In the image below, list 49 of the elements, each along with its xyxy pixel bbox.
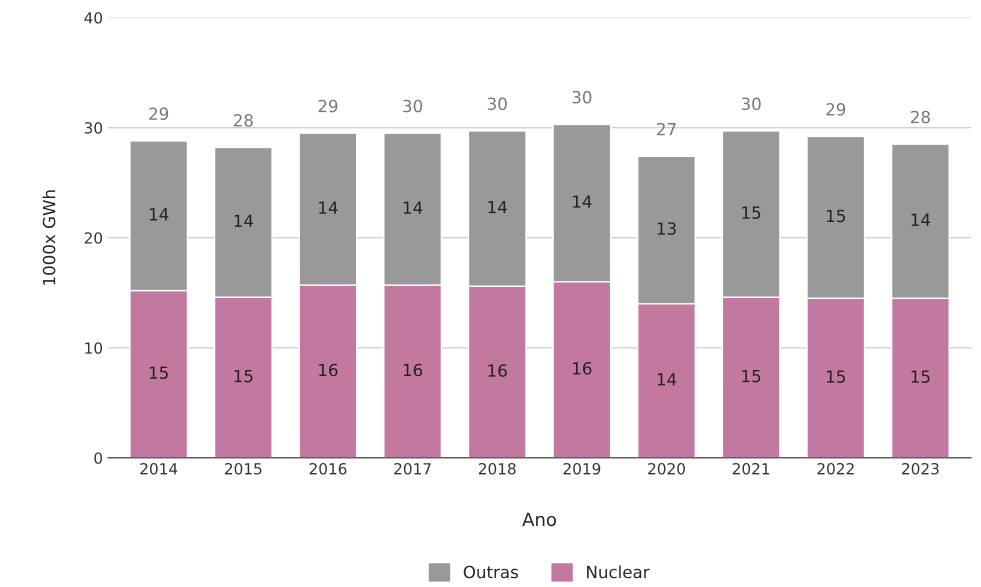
data-label: 16 [573, 362, 592, 375]
y-tick-label: 10 [85, 342, 102, 354]
total-label: 29 [149, 107, 168, 120]
data-label: 16 [319, 364, 338, 376]
data-label: 13 [658, 222, 676, 235]
data-label: 15 [742, 206, 760, 219]
x-tick-label: 2017 [394, 462, 431, 475]
total-label: 30 [742, 98, 761, 110]
x-tick-label: 2019 [564, 462, 600, 475]
data-label: 15 [827, 210, 845, 222]
total-label: 30 [488, 98, 507, 110]
total-label: 29 [826, 103, 846, 116]
data-label: 14 [573, 196, 592, 208]
x-tick-label: 2016 [310, 462, 346, 475]
data-label: 15 [742, 370, 760, 382]
x-tick-label: 2020 [648, 462, 685, 475]
total-label: 30 [403, 100, 422, 112]
total-label: 28 [911, 110, 930, 124]
x-axis-title: Ano [522, 512, 556, 526]
data-label: 15 [234, 370, 252, 382]
legend-label: Nuclear [587, 565, 650, 578]
x-tick-label: 2015 [225, 462, 262, 475]
data-label: 14 [234, 214, 253, 227]
total-label: 29 [318, 100, 338, 112]
total-label: 28 [234, 114, 253, 127]
total-label: 27 [657, 122, 676, 136]
total-label: 30 [572, 90, 592, 104]
legend-label: Outras [464, 566, 518, 578]
data-label: 14 [150, 208, 168, 220]
y-tick-label: 0 [94, 452, 102, 464]
data-label: 16 [488, 364, 507, 377]
y-axis-title: 1000x GWh [42, 190, 56, 285]
x-tick-label: 2023 [902, 462, 939, 475]
data-label: 14 [912, 214, 930, 226]
data-label: 14 [404, 202, 422, 214]
data-label: 15 [150, 366, 168, 380]
data-label: 14 [658, 373, 676, 386]
data-label: 14 [319, 202, 338, 214]
data-label: 14 [488, 201, 507, 214]
x-tick-label: 2014 [140, 462, 178, 475]
x-tick-label: 2022 [817, 462, 854, 475]
y-tick-label: 30 [84, 122, 102, 134]
data-label: 15 [827, 370, 845, 383]
y-tick-label: 20 [84, 232, 102, 244]
data-label: 16 [404, 364, 422, 376]
x-tick-label: 2018 [478, 462, 516, 475]
y-tick-label: 40 [84, 12, 102, 24]
x-tick-label: 2021 [732, 462, 770, 475]
data-label: 15 [912, 370, 930, 383]
